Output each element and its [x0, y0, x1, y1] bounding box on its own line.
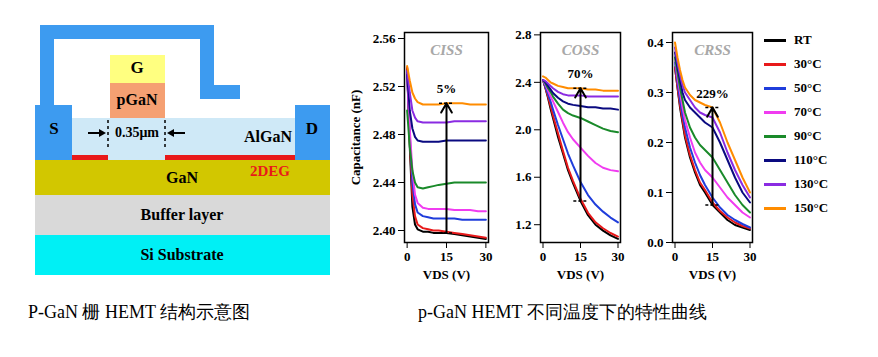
svg-text:30: 30 — [744, 249, 757, 264]
svg-text:0: 0 — [672, 249, 679, 264]
svg-text:GaN: GaN — [166, 169, 198, 186]
html-text:110°C: 110°C — [794, 152, 828, 167]
svg-text:15: 15 — [706, 249, 720, 264]
svg-text:Buffer layer: Buffer layer — [141, 206, 224, 224]
html-text:150°C: 150°C — [794, 200, 829, 215]
svg-text:COSS: COSS — [562, 42, 600, 58]
svg-text:2.48: 2.48 — [373, 127, 396, 142]
svg-text:pGaN: pGaN — [117, 91, 158, 109]
svg-text:0: 0 — [404, 249, 411, 264]
svg-text:30: 30 — [612, 249, 625, 264]
svg-text:15: 15 — [574, 249, 588, 264]
svg-text:2.56: 2.56 — [373, 31, 396, 46]
svg-text:2DEG: 2DEG — [250, 163, 290, 179]
svg-text:0.3: 0.3 — [647, 85, 664, 100]
svg-text:0.35μm: 0.35μm — [115, 125, 159, 140]
svg-text:1.6: 1.6 — [515, 169, 532, 184]
svg-text:VDS (V): VDS (V) — [689, 267, 736, 282]
svg-text:Capacitance (nF): Capacitance (nF) — [348, 90, 363, 186]
svg-text:S: S — [49, 119, 58, 138]
svg-text:70%: 70% — [568, 66, 594, 81]
svg-text:2.52: 2.52 — [373, 79, 396, 94]
svg-text:AlGaN: AlGaN — [244, 128, 292, 145]
svg-text:0.1: 0.1 — [647, 185, 663, 200]
html-text:p-GaN HEMT 不同温度下的特性曲线: p-GaN HEMT 不同温度下的特性曲线 — [418, 302, 707, 322]
svg-text:30: 30 — [479, 249, 492, 264]
svg-text:VDS (V): VDS (V) — [423, 267, 470, 282]
svg-text:2.8: 2.8 — [515, 27, 532, 42]
svg-text:0.2: 0.2 — [647, 135, 663, 150]
svg-text:15: 15 — [440, 249, 454, 264]
svg-text:2.44: 2.44 — [373, 175, 396, 190]
svg-text:1.2: 1.2 — [515, 217, 531, 232]
svg-text:CISS: CISS — [430, 42, 463, 58]
html-text:70°C: 70°C — [794, 104, 822, 119]
html-text:30°C: 30°C — [794, 56, 822, 71]
html-text:RT: RT — [794, 32, 812, 47]
svg-text:2.0: 2.0 — [515, 122, 531, 137]
svg-text:D: D — [306, 119, 318, 138]
svg-text:CRSS: CRSS — [694, 42, 731, 58]
svg-text:2.4: 2.4 — [515, 74, 532, 89]
html-text:90°C: 90°C — [794, 128, 822, 143]
svg-text:0.0: 0.0 — [647, 235, 663, 250]
html-text:130°C: 130°C — [794, 176, 829, 191]
html-text:P-GaN 栅 HEMT 结构示意图: P-GaN 栅 HEMT 结构示意图 — [28, 302, 251, 322]
html-text:50°C: 50°C — [794, 80, 822, 95]
svg-text:229%: 229% — [696, 86, 729, 101]
svg-text:0: 0 — [540, 249, 547, 264]
svg-text:5%: 5% — [437, 81, 457, 96]
svg-text:VDS (V): VDS (V) — [557, 267, 604, 282]
svg-text:0.4: 0.4 — [647, 35, 664, 50]
svg-text:Si Substrate: Si Substrate — [140, 246, 223, 263]
svg-text:G: G — [130, 58, 143, 77]
svg-text:2.40: 2.40 — [373, 223, 396, 238]
